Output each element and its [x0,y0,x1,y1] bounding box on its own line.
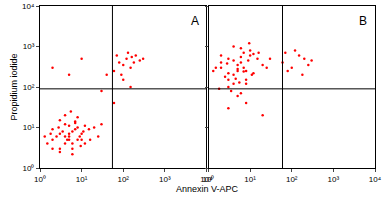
svg-text:Propidium iodide: Propidium iodide [9,53,19,120]
svg-text:B: B [359,14,367,28]
svg-text:10⁴: 10⁴ [22,2,35,11]
svg-text:10²: 10² [23,83,35,92]
svg-text:Annexin V-APC: Annexin V-APC [176,184,239,194]
svg-text:10¹: 10¹ [76,175,88,184]
svg-text:10³: 10³ [328,175,340,184]
svg-text:10²: 10² [117,175,129,184]
svg-text:10⁰: 10⁰ [203,175,215,184]
svg-text:10⁰: 10⁰ [34,175,46,184]
svg-text:10³: 10³ [23,42,35,51]
svg-text:10²: 10² [286,175,298,184]
svg-text:10¹: 10¹ [23,123,35,132]
svg-text:10⁴: 10⁴ [200,175,213,184]
svg-text:10¹: 10¹ [244,175,256,184]
svg-text:10⁰: 10⁰ [22,164,34,173]
svg-text:A: A [191,14,199,28]
svg-text:10³: 10³ [159,175,171,184]
svg-text:10⁴: 10⁴ [369,175,382,184]
